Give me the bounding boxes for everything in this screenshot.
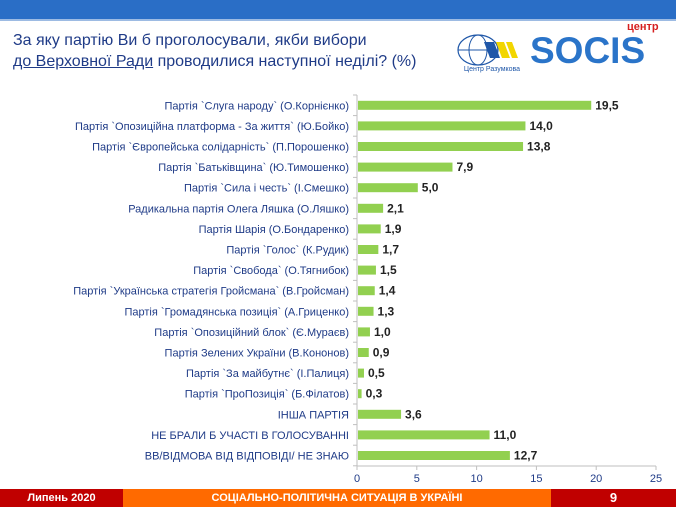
category-label: Партія `Свобода` (О.Тягнибок)	[193, 265, 349, 277]
category-label: Партія `ПроПозиція` (Б.Філатов)	[185, 389, 349, 401]
x-tick-label: 25	[650, 473, 662, 485]
x-tick-label: 5	[414, 473, 420, 485]
category-label: ІНША ПАРТІЯ	[278, 409, 349, 421]
value-label: 7,9	[456, 160, 473, 174]
bar	[358, 100, 592, 110]
category-label: Партія Зелених України (В.Кононов)	[165, 348, 349, 360]
value-label: 14,0	[529, 119, 553, 133]
value-label: 1,9	[385, 222, 402, 236]
x-tick-label: 0	[354, 473, 360, 485]
value-label: 0,3	[366, 387, 383, 401]
bar	[358, 245, 379, 254]
value-label: 0,5	[368, 366, 385, 380]
bar	[358, 183, 418, 193]
title-line-2: проводилися наступної неділі? (%)	[153, 53, 417, 70]
bar	[358, 409, 402, 419]
title-line-1: За яку партію Ви б проголосували, якби в…	[13, 32, 367, 49]
value-label: 3,6	[405, 407, 422, 421]
value-label: 1,4	[379, 284, 396, 298]
category-label: ВВ/ВІДМОВА ВІД ВІДПОВІДІ/ НЕ ЗНАЮ	[145, 451, 349, 463]
bar	[358, 327, 370, 337]
bar	[358, 368, 364, 378]
category-label: Партія `Голос` (К.Рудик)	[226, 245, 349, 257]
value-label: 11,0	[494, 428, 517, 442]
category-label: Партія `За майбутнє` (І.Палиця)	[186, 368, 349, 380]
value-label: 12,7	[514, 449, 538, 463]
bar	[358, 203, 384, 213]
bar	[358, 224, 381, 234]
category-label: Партія `Батьківщина` (Ю.Тимошенко)	[158, 162, 349, 174]
value-label: 2,1	[387, 201, 404, 215]
category-label: Партія `Сила і честь` (І.Смешко)	[184, 183, 349, 195]
value-label: 0,9	[373, 346, 390, 360]
razumkov-logo-text: Центр Разумкова	[463, 66, 521, 73]
bar	[358, 121, 526, 131]
bar	[358, 265, 376, 275]
socis-logo-centr: центр	[627, 21, 659, 33]
socis-logo: SOCIS	[530, 30, 646, 71]
bar	[358, 389, 362, 399]
footer: Липень 2020 СОЦІАЛЬНО-ПОЛІТИЧНА СИТУАЦІЯ…	[0, 489, 676, 507]
bar-chart: Партія `Слуга народу` (О.Корнієнко) 19,5 П…	[73, 94, 662, 485]
bar	[358, 162, 453, 172]
category-label: Партія `Європейська солідарність` (П.Пор…	[92, 142, 349, 154]
bar	[358, 286, 375, 296]
value-label: 19,5	[595, 98, 619, 112]
category-label: Партія `Опозиційна платформа - За життя`…	[75, 121, 349, 133]
category-label: Радикальна партія Олега Ляшка (О.Ляшко)	[128, 203, 349, 215]
title-underlined: до Верховної Ради	[13, 53, 154, 70]
category-label: НЕ БРАЛИ Б УЧАСТІ В ГОЛОСУВАННІ	[151, 430, 349, 442]
bar	[358, 142, 524, 151]
category-label: Партія `Опозиційний блок` (Є.Мураєв)	[154, 327, 349, 339]
category-label: Партія Шарія (О.Бондаренко)	[199, 224, 349, 236]
bar	[358, 451, 510, 460]
value-label: 1,0	[374, 325, 391, 339]
top-banner	[0, 0, 676, 21]
value-label: 5,0	[422, 181, 439, 195]
bar	[358, 348, 369, 357]
page-number: 9	[551, 489, 676, 507]
footer-date: Липень 2020	[0, 489, 123, 507]
footer-section: СОЦІАЛЬНО-ПОЛІТИЧНА СИТУАЦІЯ В УКРАЇНІ	[123, 489, 551, 507]
category-label: Партія `Слуга народу` (О.Корнієнко)	[164, 100, 349, 112]
category-label: Партія `Громадянська позиція` (А.Гриценк…	[124, 306, 349, 318]
razumkov-logo-icon	[457, 34, 518, 66]
category-label: Партія `Українська стратегія Гройсмана` …	[73, 286, 349, 298]
value-label: 1,7	[382, 243, 399, 257]
value-label: 1,3	[378, 304, 395, 318]
page-title: За яку партію Ви б проголосували, якби в…	[13, 30, 416, 72]
value-label: 13,8	[527, 140, 551, 154]
x-tick-label: 15	[530, 473, 542, 485]
x-tick-label: 10	[470, 473, 482, 485]
bar	[358, 430, 490, 440]
x-tick-label: 20	[590, 473, 602, 485]
bar	[358, 306, 374, 316]
value-label: 1,5	[380, 263, 397, 277]
